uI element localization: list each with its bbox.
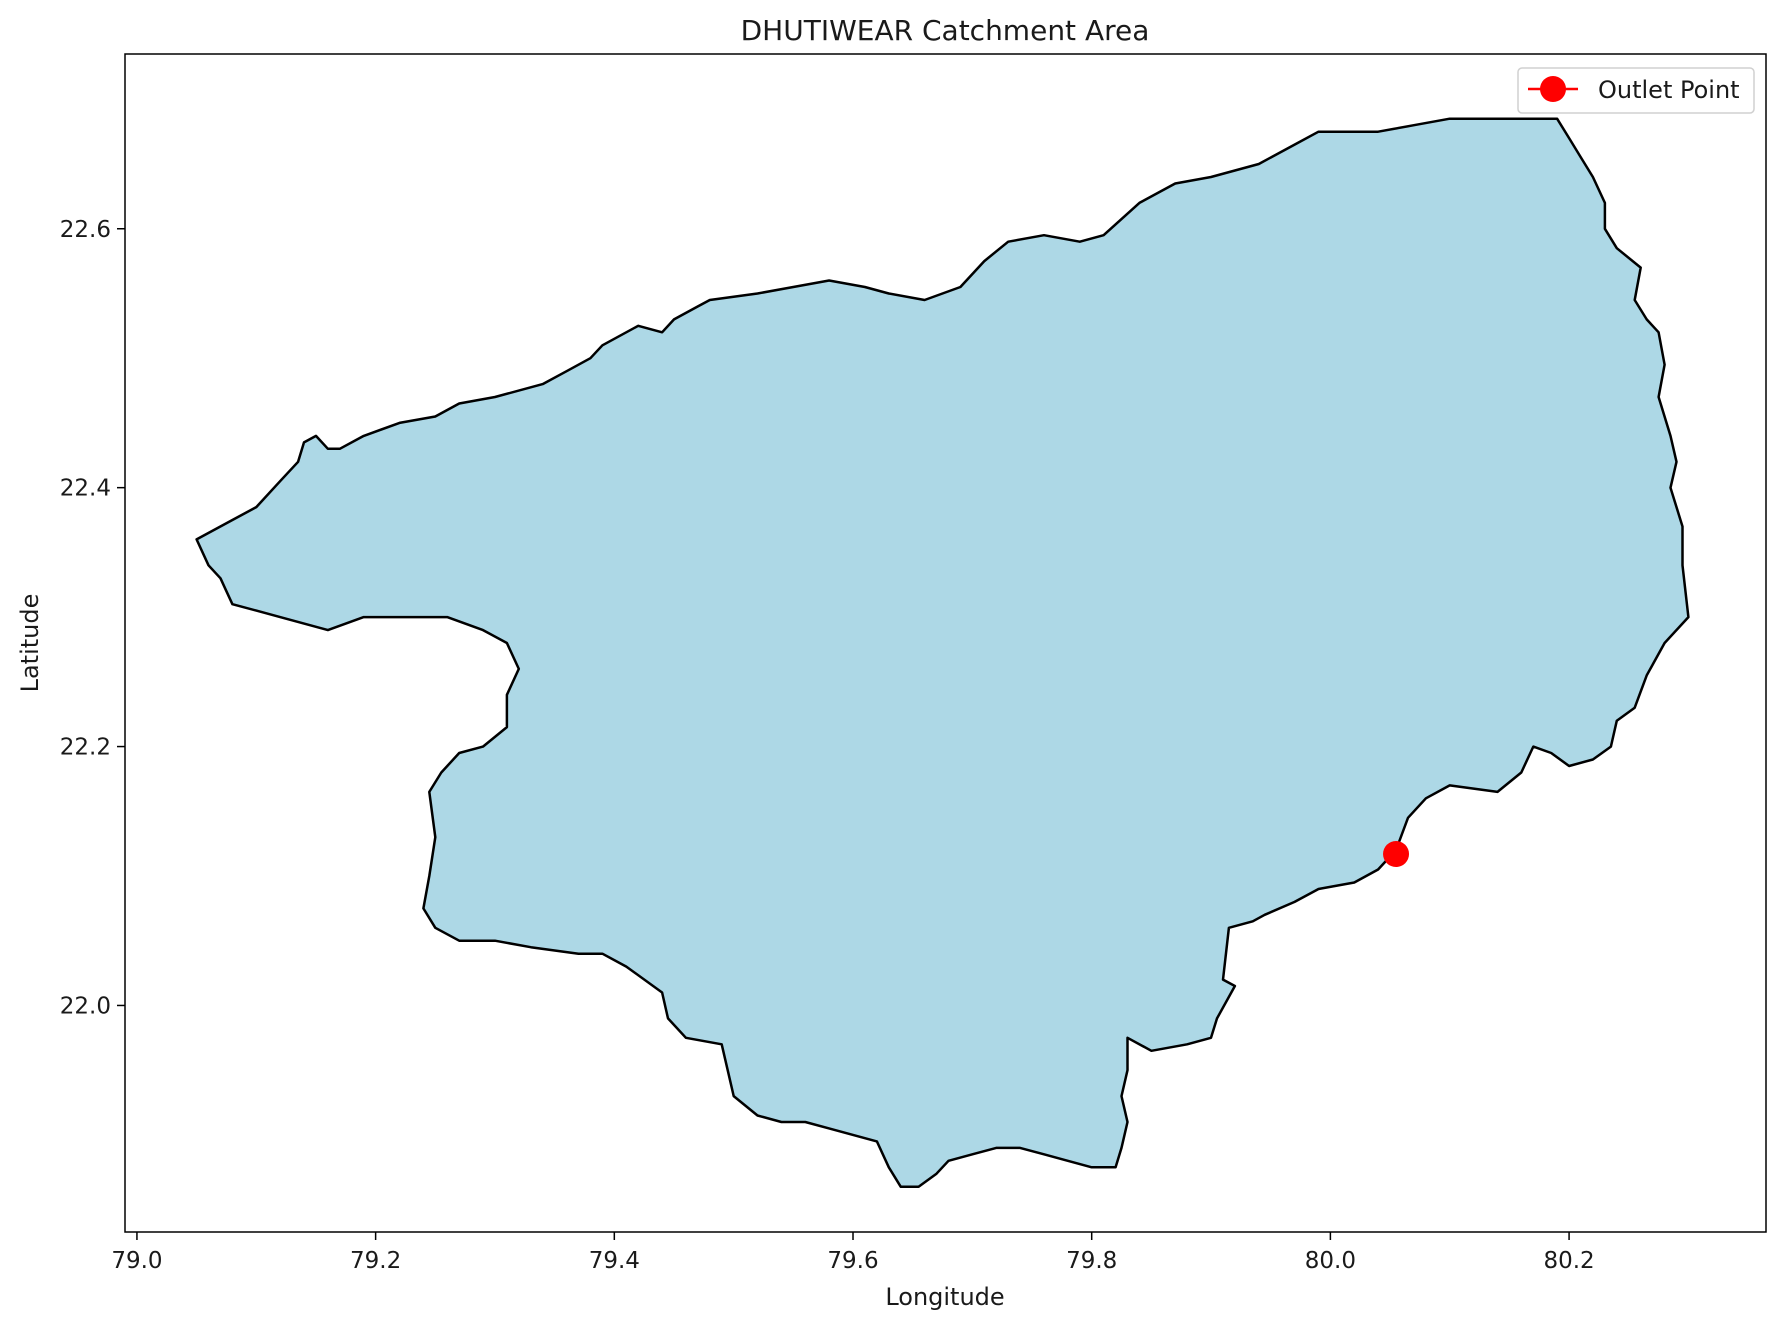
- axes-frame: [124, 53, 1767, 1233]
- x-tick-label: 79.0: [111, 1248, 162, 1274]
- y-tick-label: 22.4: [60, 476, 111, 502]
- x-axis-label: Longitude: [885, 1283, 1004, 1311]
- legend-label-outlet-point: Outlet Point: [1598, 76, 1740, 104]
- outlet-point-marker: [1383, 841, 1410, 868]
- x-tick-label: 80.2: [1543, 1248, 1594, 1274]
- y-tick-label: 22.2: [60, 735, 111, 761]
- x-tick-label: 80.0: [1305, 1248, 1356, 1274]
- chart-title: DHUTIWEAR Catchment Area: [741, 14, 1150, 47]
- legend-marker: [1540, 76, 1566, 102]
- x-tick-label: 79.4: [589, 1248, 640, 1274]
- legend-box: [1517, 67, 1755, 114]
- y-tick-label: 22.6: [60, 217, 111, 243]
- catchment-polygon: [195, 117, 1690, 1188]
- x-axis-ticks: 79.0 79.2 79.4 79.6 79.8 80.0 80.2: [111, 1232, 1595, 1274]
- y-tick-label: 22.0: [60, 993, 111, 1019]
- legend: Outlet Point: [1517, 67, 1755, 114]
- x-tick-label: 79.6: [827, 1248, 878, 1274]
- x-tick-label: 79.8: [1066, 1248, 1117, 1274]
- y-axis-label: Latitude: [16, 594, 44, 693]
- y-axis-ticks: 22.0 22.2 22.4 22.6: [60, 217, 125, 1019]
- x-tick-label: 79.2: [350, 1248, 401, 1274]
- plot-area: [195, 117, 1690, 1188]
